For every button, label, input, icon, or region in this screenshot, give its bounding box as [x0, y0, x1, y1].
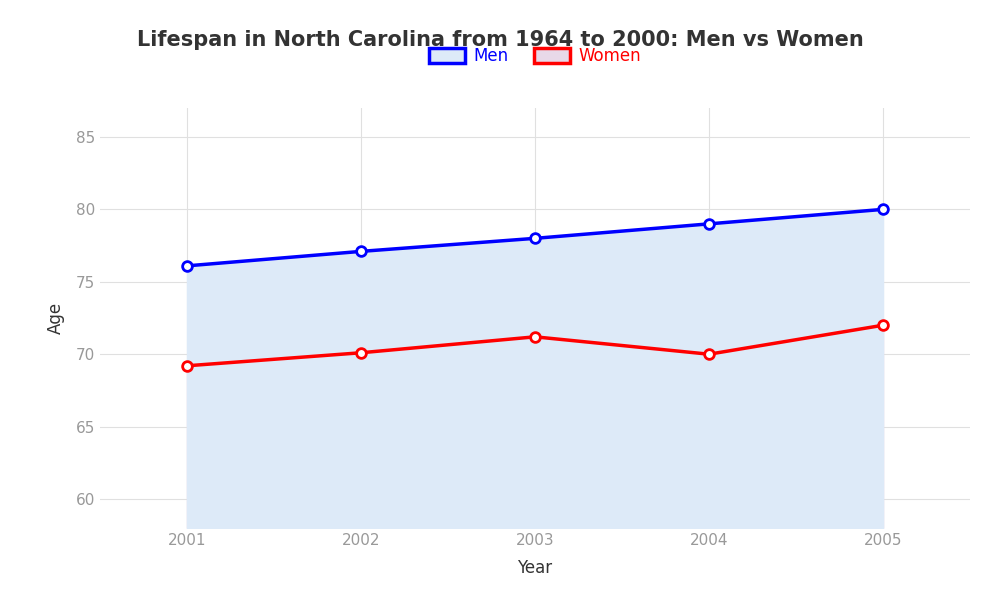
Text: Lifespan in North Carolina from 1964 to 2000: Men vs Women: Lifespan in North Carolina from 1964 to … [137, 30, 863, 50]
Y-axis label: Age: Age [47, 302, 65, 334]
Legend: Men, Women: Men, Women [422, 41, 648, 72]
X-axis label: Year: Year [517, 559, 553, 577]
